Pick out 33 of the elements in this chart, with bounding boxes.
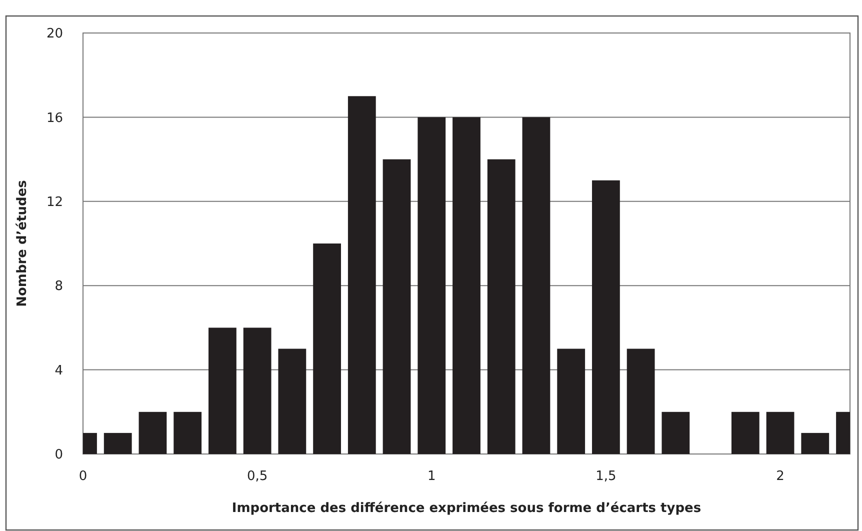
y-tick-label: 12 xyxy=(46,194,63,210)
bar xyxy=(243,328,272,454)
bar xyxy=(592,180,620,454)
x-tick-label: 2 xyxy=(776,469,784,484)
x-tick-label: 1,5 xyxy=(596,469,616,484)
bar xyxy=(731,412,760,454)
bar xyxy=(487,159,516,454)
bar xyxy=(522,117,550,454)
y-axis-title: Nombre d’études xyxy=(15,180,30,307)
bar xyxy=(138,412,167,454)
bar xyxy=(208,328,236,454)
bar xyxy=(348,96,376,454)
bar xyxy=(557,348,586,454)
x-tick-label: 0,5 xyxy=(246,469,268,484)
x-tick-label: 0 xyxy=(78,469,88,484)
x-axis-title: Importance des différence exprimées sous forme d’écarts types xyxy=(232,501,702,516)
bar xyxy=(174,412,202,454)
x-tick-label: 1 xyxy=(427,469,436,484)
bar xyxy=(418,117,446,454)
bar xyxy=(452,117,480,454)
y-tick-label: 16 xyxy=(46,110,63,126)
bar xyxy=(104,432,132,454)
y-tick-label: 0 xyxy=(54,448,63,463)
bar xyxy=(801,432,830,454)
y-tick-label: 8 xyxy=(54,279,63,294)
bar xyxy=(278,348,306,454)
bar xyxy=(662,412,690,454)
bar xyxy=(766,412,794,454)
bar xyxy=(382,159,411,454)
bar xyxy=(626,348,655,454)
y-tick-label: 4 xyxy=(54,363,63,378)
y-tick-label: 20 xyxy=(46,26,63,42)
bar xyxy=(313,244,341,454)
